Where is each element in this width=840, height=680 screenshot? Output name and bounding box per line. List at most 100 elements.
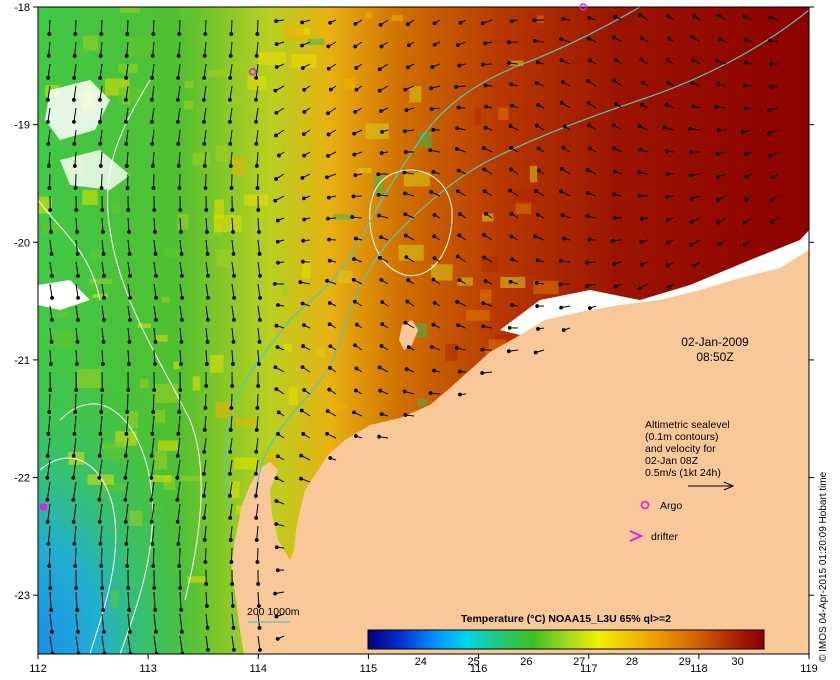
velocity-arrow-head: [637, 13, 642, 17]
velocity-arrow: [101, 283, 105, 298]
velocity-arrow: [75, 239, 79, 254]
velocity-arrow-head: [274, 387, 279, 392]
velocity-arrow-head: [257, 626, 262, 630]
velocity-arrow: [73, 107, 77, 122]
velocity-arrow: [126, 151, 129, 166]
velocity-arrow: [75, 613, 79, 632]
velocity-arrow-head: [46, 141, 51, 146]
velocity-arrow: [152, 151, 155, 166]
velocity-arrow-head: [559, 100, 564, 105]
velocity-arrow-head: [353, 343, 357, 348]
velocity-arrow-head: [101, 608, 106, 612]
velocity-arrow-head: [328, 87, 333, 92]
velocity-arrow-head: [228, 97, 232, 102]
velocity-arrow-head: [457, 278, 462, 282]
velocity-arrow-head: [228, 75, 233, 80]
velocity-arrow-head: [509, 211, 514, 216]
velocity-arrow-head: [379, 109, 383, 114]
sst-texture-patch: [120, 7, 141, 13]
velocity-arrow-head: [76, 295, 80, 300]
velocity-arrow-head: [769, 84, 774, 89]
colorbar-tick-label: 27: [573, 656, 585, 668]
velocity-arrow: [49, 349, 52, 365]
velocity-arrow-head: [46, 75, 51, 80]
velocity-arrow-head: [559, 58, 564, 63]
velocity-arrow-head: [743, 106, 748, 111]
velocity-arrow: [101, 591, 104, 610]
velocity-arrow-head: [379, 277, 384, 282]
velocity-arrow-head: [483, 211, 488, 216]
sst-texture-patch: [227, 96, 242, 105]
velocity-arrow-head: [204, 384, 209, 388]
velocity-arrow-head: [533, 234, 537, 239]
sst-texture-patch: [184, 81, 194, 89]
velocity-arrow-head: [716, 13, 721, 18]
velocity-arrow-head: [612, 78, 616, 83]
velocity-arrow: [256, 547, 259, 563]
velocity-arrow-head: [483, 83, 488, 88]
velocity-arrow: [205, 217, 208, 233]
velocity-arrow-head: [352, 257, 356, 261]
velocity-arrow-head: [377, 213, 381, 218]
velocity-arrow-head: [272, 281, 277, 286]
velocity-arrow-head: [300, 175, 305, 180]
velocity-arrow: [72, 459, 77, 478]
velocity-arrow-head: [533, 350, 538, 355]
velocity-arrow-head: [560, 80, 565, 84]
velocity-arrow: [153, 283, 157, 298]
velocity-arrow-head: [149, 519, 154, 524]
velocity-arrow-head: [299, 408, 304, 413]
velocity-arrow: [49, 261, 53, 276]
velocity-arrow: [75, 283, 79, 298]
velocity-arrow-head: [326, 195, 331, 200]
velocity-arrow-head: [586, 78, 590, 83]
velocity-arrow-head: [562, 236, 567, 241]
velocity-arrow: [125, 525, 129, 544]
velocity-arrow-head: [376, 172, 381, 177]
velocity-arrow-head: [744, 174, 749, 179]
velocity-arrow-head: [354, 87, 359, 92]
velocity-arrow: [47, 85, 51, 100]
velocity-arrow: [178, 393, 181, 413]
velocity-arrow-head: [377, 67, 382, 72]
sst-texture-patch: [154, 335, 168, 342]
velocity-arrow-head: [403, 413, 408, 417]
velocity-arrow: [99, 525, 103, 544]
velocity-arrow-head: [378, 388, 383, 393]
sst-texture-patch: [537, 15, 544, 24]
velocity-arrow-head: [743, 60, 748, 65]
velocity-arrow-head: [354, 66, 359, 70]
velocity-arrow-head: [428, 391, 433, 395]
velocity-arrow-head: [176, 75, 181, 80]
velocity-arrow-head: [152, 388, 157, 392]
sst-texture-patch: [177, 214, 189, 230]
velocity-arrow-head: [588, 146, 592, 151]
velocity-arrow-head: [667, 36, 671, 41]
velocity-arrow-head: [637, 193, 642, 198]
velocity-arrow-head: [125, 564, 130, 568]
velocity-arrow: [204, 19, 207, 35]
velocity-arrow: [101, 327, 105, 342]
velocity-arrow: [204, 151, 207, 166]
velocity-arrow-head: [76, 273, 80, 278]
velocity-arrow-head: [536, 102, 541, 107]
velocity-arrow-head: [273, 88, 278, 93]
velocity-arrow-head: [509, 103, 514, 108]
velocity-arrow-head: [258, 317, 262, 322]
velocity-arrow-head: [611, 146, 616, 151]
velocity-arrow-head: [328, 365, 332, 370]
velocity-arrow: [255, 437, 259, 452]
velocity-arrow-head: [258, 647, 262, 652]
sst-texture-patch: [210, 354, 224, 373]
velocity-arrow: [256, 525, 259, 540]
velocity-arrow-head: [769, 61, 774, 66]
velocity-arrow-head: [97, 497, 102, 502]
velocity-arrow-head: [97, 453, 102, 458]
velocity-arrow: [153, 613, 157, 632]
velocity-arrow-head: [49, 230, 53, 234]
velocity-arrow-head: [102, 273, 106, 278]
velocity-arrow-head: [481, 62, 485, 67]
velocity-arrow-head: [275, 239, 280, 244]
velocity-arrow-head: [770, 175, 775, 180]
velocity-arrow-head: [457, 63, 462, 68]
